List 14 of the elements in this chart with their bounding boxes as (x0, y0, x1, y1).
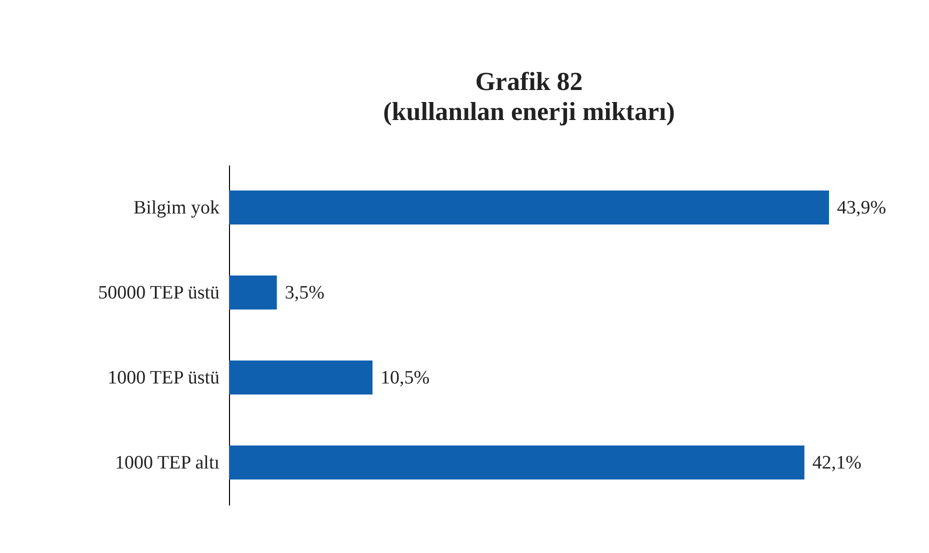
bar (229, 276, 277, 310)
data-label: 43,9% (837, 198, 886, 218)
y-tick-label: 1000 TEP üstü (108, 368, 220, 388)
chart-subtitle: (kullanılan enerji miktarı) (383, 97, 675, 126)
data-label: 42,1% (812, 452, 862, 474)
bar (229, 360, 373, 394)
y-tick-label: Bilgim yok (133, 198, 220, 218)
y-tick-label: 50000 TEP üstü (98, 282, 220, 304)
data-label: 10,5% (380, 368, 430, 388)
bar (229, 446, 804, 480)
bar (229, 190, 829, 224)
data-label: 3,5% (284, 282, 325, 304)
chart-title: Grafik 82 (475, 67, 583, 96)
y-tick-label: 1000 TEP altı (115, 452, 220, 474)
